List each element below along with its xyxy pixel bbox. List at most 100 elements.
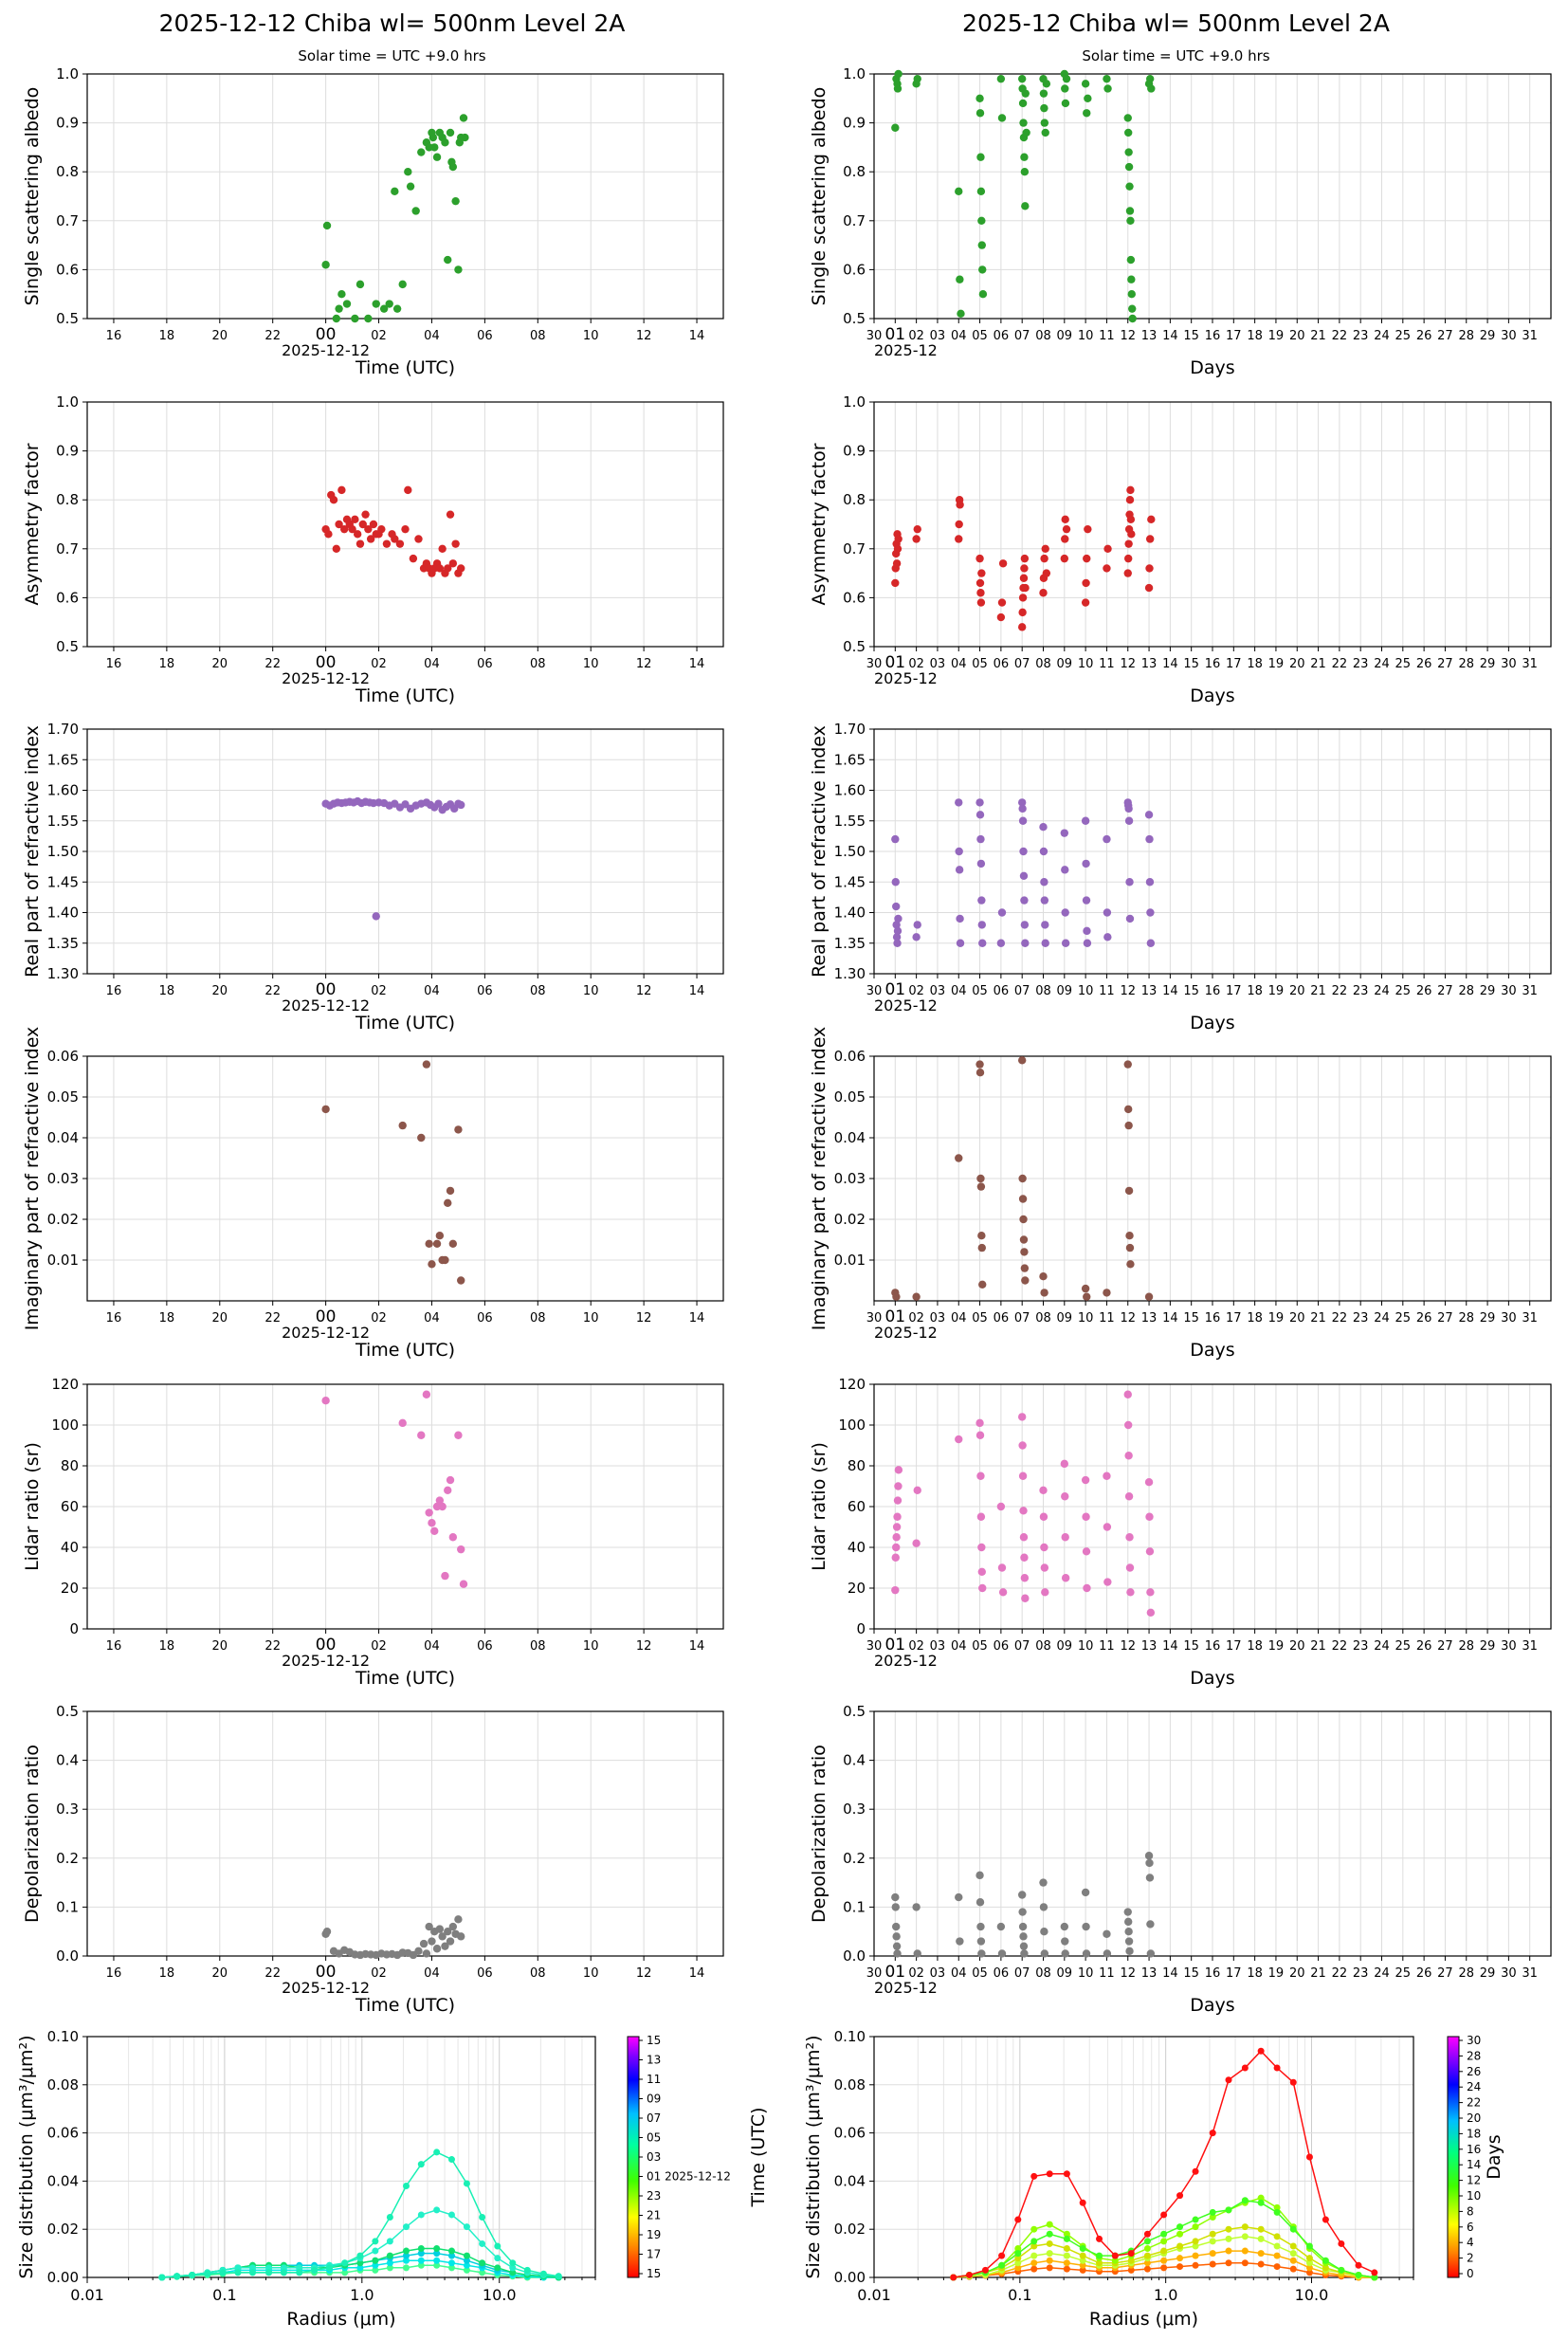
- data-point: [1103, 1472, 1111, 1480]
- x-tick-label: 20: [1289, 1966, 1305, 1981]
- x-tick-label: 18: [159, 329, 175, 343]
- x-tick-label: 19: [1268, 1966, 1285, 1981]
- y-tick-label: 1.70: [834, 721, 866, 738]
- colorbar-tick-label: 19: [647, 2228, 661, 2241]
- x-tick-label: 01: [884, 1636, 905, 1654]
- data-point: [1103, 564, 1111, 573]
- x-tick-label: 19: [1268, 1639, 1285, 1654]
- data-point: [1040, 1563, 1049, 1572]
- data-point: [1039, 823, 1048, 832]
- y-tick-label: 0.7: [843, 212, 866, 229]
- x-tick-label: 18: [159, 1966, 175, 1981]
- x-tick-label: 12: [636, 984, 652, 998]
- data-point: [1041, 939, 1049, 947]
- data-point: [432, 153, 442, 161]
- y-tick-label: 0.8: [56, 163, 79, 180]
- x-tick-label: 17: [1226, 1311, 1242, 1325]
- series-marker: [1014, 2216, 1022, 2223]
- data-point: [977, 1232, 986, 1240]
- x-tick-label: 24: [1374, 984, 1390, 998]
- x-tick-label: 25: [1395, 1639, 1412, 1654]
- series-marker: [981, 2266, 989, 2274]
- data-point: [448, 1533, 458, 1542]
- data-point: [955, 866, 964, 874]
- data-point: [892, 559, 902, 568]
- data-point: [1020, 168, 1030, 176]
- data-point: [894, 69, 903, 79]
- x-tick-label: 09: [1057, 657, 1073, 671]
- x-tick-label: 01: [884, 653, 905, 672]
- data-point: [975, 1060, 984, 1069]
- date-label: 2025-12: [874, 1324, 938, 1342]
- x-tick-label: 27: [1437, 984, 1453, 998]
- data-point: [891, 1892, 900, 1902]
- data-point: [1146, 1608, 1156, 1618]
- x-tick-label: 16: [1205, 1639, 1221, 1654]
- x-tick-label: 10: [583, 984, 599, 998]
- x-tick-label: 13: [1141, 984, 1158, 998]
- data-point: [1022, 128, 1030, 137]
- data-point: [435, 1925, 445, 1933]
- series-marker: [1160, 2238, 1168, 2245]
- x-tick-label: 24: [1374, 657, 1390, 671]
- x-tick-label: 06: [994, 1311, 1010, 1325]
- series-marker: [1225, 2247, 1232, 2255]
- x-tick-label: 30: [866, 984, 883, 998]
- y-tick-label: 1.55: [834, 813, 866, 830]
- x-tick-label: 22: [1332, 1966, 1348, 1981]
- series-marker: [403, 2257, 410, 2264]
- data-point: [977, 921, 986, 929]
- x-tick-label: 23: [1353, 1311, 1369, 1325]
- data-point: [976, 859, 986, 868]
- series-marker: [1289, 2225, 1297, 2233]
- x-tick-label: 22: [264, 657, 281, 671]
- data-point: [978, 290, 988, 299]
- y-tick-label: 0.8: [843, 163, 866, 180]
- y-axis-label: Imaginary part of refractive index: [22, 1027, 43, 1331]
- data-point: [1020, 896, 1029, 905]
- x-tick-label: 02: [908, 1639, 924, 1654]
- data-point: [1061, 84, 1069, 93]
- data-point: [1145, 74, 1155, 83]
- series-marker: [1127, 2250, 1135, 2258]
- data-point: [894, 535, 903, 543]
- data-point: [955, 1154, 963, 1162]
- data-point: [1021, 1276, 1030, 1285]
- x-tick-label: 20: [212, 1311, 228, 1325]
- x-tick-label: 20: [1289, 657, 1305, 671]
- y-tick-label: 1.40: [47, 905, 79, 922]
- axes-frame: [873, 401, 1552, 648]
- colorbar-tick-label: 09: [647, 2093, 661, 2106]
- series-marker: [1273, 2242, 1281, 2250]
- series-marker: [296, 2264, 303, 2272]
- x-tick-label: 13: [1141, 329, 1158, 343]
- series-marker: [386, 2252, 393, 2259]
- axes-frame: [86, 401, 724, 648]
- data-point: [891, 578, 900, 588]
- data-point: [332, 314, 341, 323]
- data-point: [892, 921, 901, 929]
- series-marker: [1160, 2230, 1168, 2238]
- colorbar-tick-label: 4: [1467, 2236, 1474, 2249]
- data-point: [379, 304, 389, 313]
- y-tick-label: 0.4: [843, 1752, 866, 1769]
- y-axis-label: Single scattering albedo: [22, 87, 43, 306]
- data-point: [913, 1486, 921, 1495]
- data-point: [1040, 103, 1048, 113]
- data-point: [1081, 1888, 1090, 1897]
- x-tick-label: 08: [1035, 1639, 1051, 1654]
- series-marker: [326, 2264, 334, 2272]
- data-point: [401, 524, 410, 534]
- y-tick-label: 0.02: [834, 2221, 866, 2238]
- y-tick-label: 0.9: [843, 443, 866, 460]
- x-tick-label: 19: [1268, 329, 1285, 343]
- y-tick-label: 0.10: [834, 2028, 866, 2045]
- data-point: [1062, 74, 1071, 83]
- x-axis-label: Days: [1190, 1668, 1234, 1689]
- data-point: [892, 933, 902, 941]
- x-tick-label: 02: [371, 1311, 387, 1325]
- series-marker: [1160, 2211, 1168, 2219]
- data-point: [425, 1239, 433, 1249]
- series-marker: [509, 2259, 517, 2267]
- data-point: [364, 524, 373, 534]
